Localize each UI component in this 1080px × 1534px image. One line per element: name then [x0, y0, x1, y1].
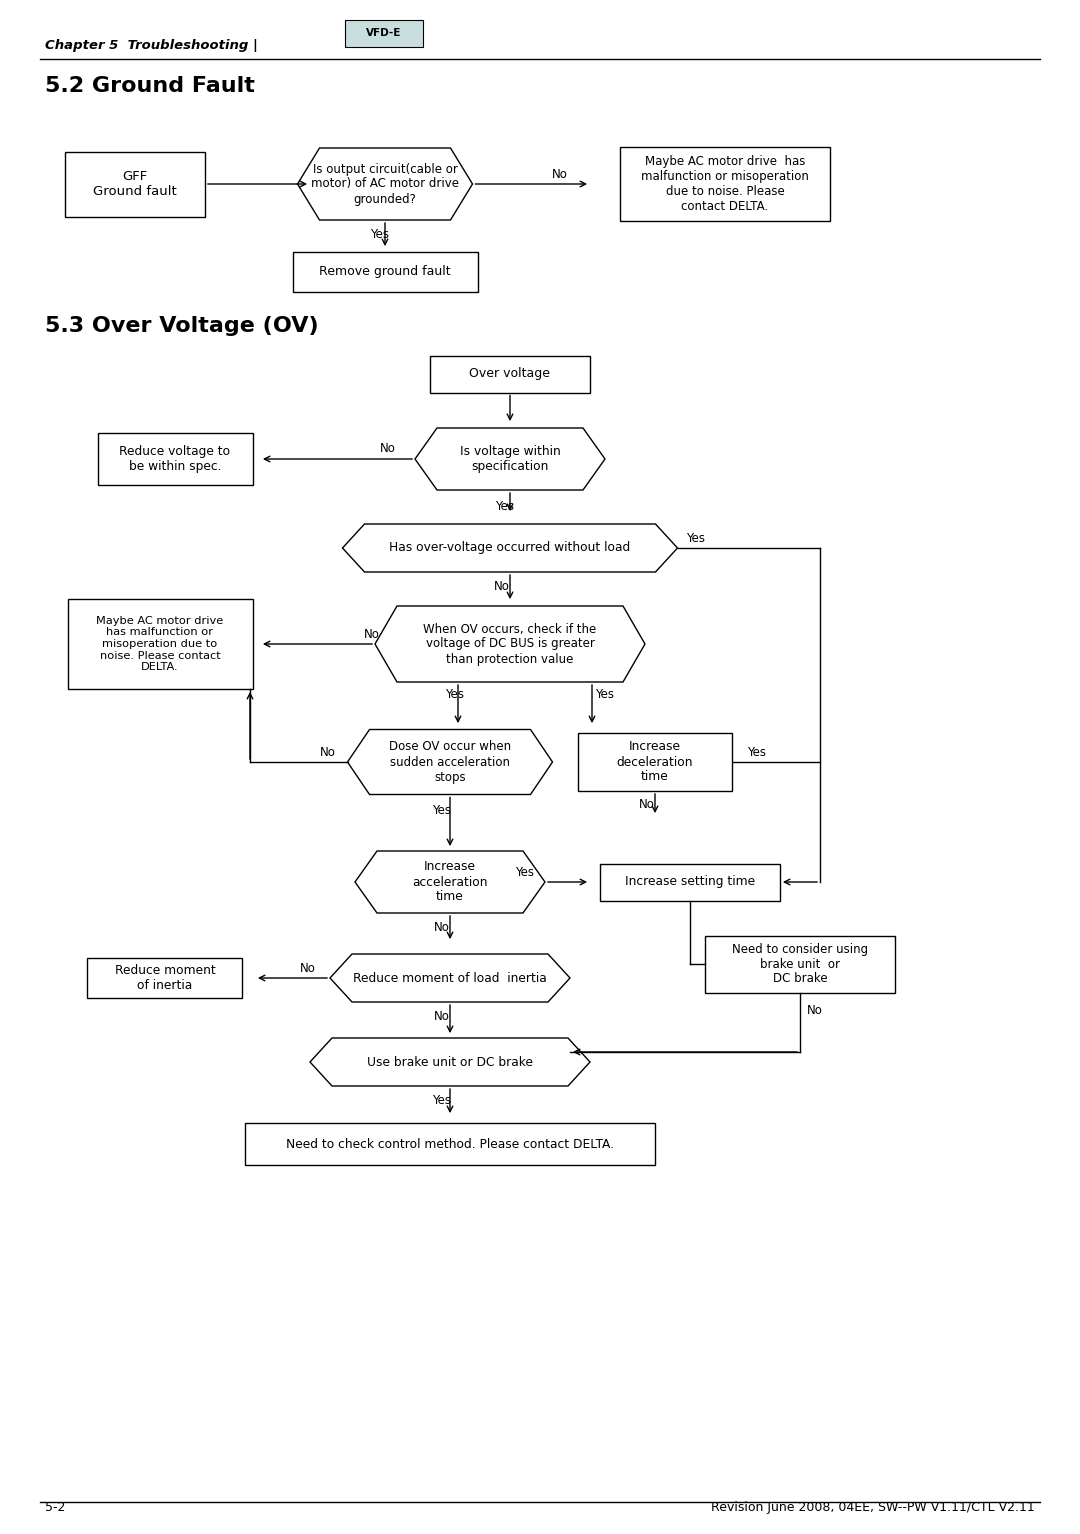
FancyBboxPatch shape: [97, 433, 253, 485]
FancyBboxPatch shape: [578, 733, 732, 792]
Text: No: No: [434, 1009, 450, 1023]
Text: Yes: Yes: [432, 804, 451, 816]
Text: Yes: Yes: [595, 687, 615, 701]
Text: Maybe AC motor drive  has
malfunction or misoperation
due to noise. Please
conta: Maybe AC motor drive has malfunction or …: [642, 155, 809, 213]
Text: Increase
deceleration
time: Increase deceleration time: [617, 741, 693, 784]
Text: GFF
Ground fault: GFF Ground fault: [93, 170, 177, 198]
FancyBboxPatch shape: [430, 356, 590, 393]
Text: Need to check control method. Please contact DELTA.: Need to check control method. Please con…: [286, 1138, 615, 1150]
Text: Revision June 2008, 04EE, SW--PW V1.11/CTL V2.11: Revision June 2008, 04EE, SW--PW V1.11/C…: [712, 1500, 1035, 1514]
FancyBboxPatch shape: [245, 1123, 654, 1164]
FancyBboxPatch shape: [67, 598, 253, 689]
Polygon shape: [355, 851, 545, 913]
Text: No: No: [300, 962, 316, 974]
FancyBboxPatch shape: [705, 936, 895, 992]
Text: No: No: [639, 798, 654, 810]
Text: VFD-E: VFD-E: [366, 29, 402, 38]
Text: Yes: Yes: [370, 227, 390, 241]
FancyBboxPatch shape: [293, 252, 477, 291]
Text: When OV occurs, check if the
voltage of DC BUS is greater
than protection value: When OV occurs, check if the voltage of …: [423, 623, 596, 666]
Text: Increase setting time: Increase setting time: [625, 876, 755, 888]
FancyBboxPatch shape: [87, 959, 243, 999]
Text: Need to consider using
brake unit  or
DC brake: Need to consider using brake unit or DC …: [732, 942, 868, 985]
Text: Remove ground fault: Remove ground fault: [320, 265, 450, 279]
Text: Is output circuit(cable or
motor) of AC motor drive
grounded?: Is output circuit(cable or motor) of AC …: [311, 163, 459, 206]
Text: Reduce voltage to
be within spec.: Reduce voltage to be within spec.: [120, 445, 230, 472]
Text: 5-2: 5-2: [45, 1500, 66, 1514]
Text: Yes: Yes: [446, 687, 464, 701]
Text: No: No: [552, 167, 568, 181]
Text: Is voltage within
specification: Is voltage within specification: [460, 445, 561, 472]
Text: Has over-voltage occurred without load: Has over-voltage occurred without load: [390, 542, 631, 554]
Text: Use brake unit or DC brake: Use brake unit or DC brake: [367, 1055, 534, 1069]
Text: Maybe AC motor drive
has malfunction or
misoperation due to
noise. Please contac: Maybe AC motor drive has malfunction or …: [96, 615, 224, 672]
Polygon shape: [348, 730, 553, 795]
Text: No: No: [807, 1003, 823, 1017]
Polygon shape: [330, 954, 570, 1002]
Text: Yes: Yes: [515, 865, 535, 879]
Polygon shape: [375, 606, 645, 683]
Text: No: No: [434, 920, 450, 934]
Text: 5.3 Over Voltage (OV): 5.3 Over Voltage (OV): [45, 316, 319, 336]
Text: No: No: [380, 442, 396, 456]
Polygon shape: [310, 1039, 590, 1086]
FancyBboxPatch shape: [600, 864, 780, 900]
FancyBboxPatch shape: [620, 147, 831, 221]
Polygon shape: [415, 428, 605, 489]
Text: Chapter 5  Troubleshooting |: Chapter 5 Troubleshooting |: [45, 38, 258, 52]
Text: Yes: Yes: [496, 500, 514, 514]
Text: Yes: Yes: [432, 1094, 451, 1106]
FancyBboxPatch shape: [65, 152, 205, 216]
Text: Yes: Yes: [747, 746, 767, 758]
Text: Yes: Yes: [687, 531, 705, 545]
Polygon shape: [297, 147, 472, 219]
Text: No: No: [364, 627, 380, 641]
Text: Increase
acceleration
time: Increase acceleration time: [413, 861, 488, 904]
Text: Over voltage: Over voltage: [470, 368, 551, 380]
Polygon shape: [342, 525, 677, 572]
Text: No: No: [320, 746, 336, 758]
Text: Reduce moment of load  inertia: Reduce moment of load inertia: [353, 971, 546, 985]
Text: No: No: [494, 580, 510, 592]
Text: Reduce moment
of inertia: Reduce moment of inertia: [114, 963, 215, 992]
Text: Dose OV occur when
sudden acceleration
stops: Dose OV occur when sudden acceleration s…: [389, 741, 511, 784]
FancyBboxPatch shape: [345, 20, 423, 48]
Text: 5.2 Ground Fault: 5.2 Ground Fault: [45, 77, 255, 97]
